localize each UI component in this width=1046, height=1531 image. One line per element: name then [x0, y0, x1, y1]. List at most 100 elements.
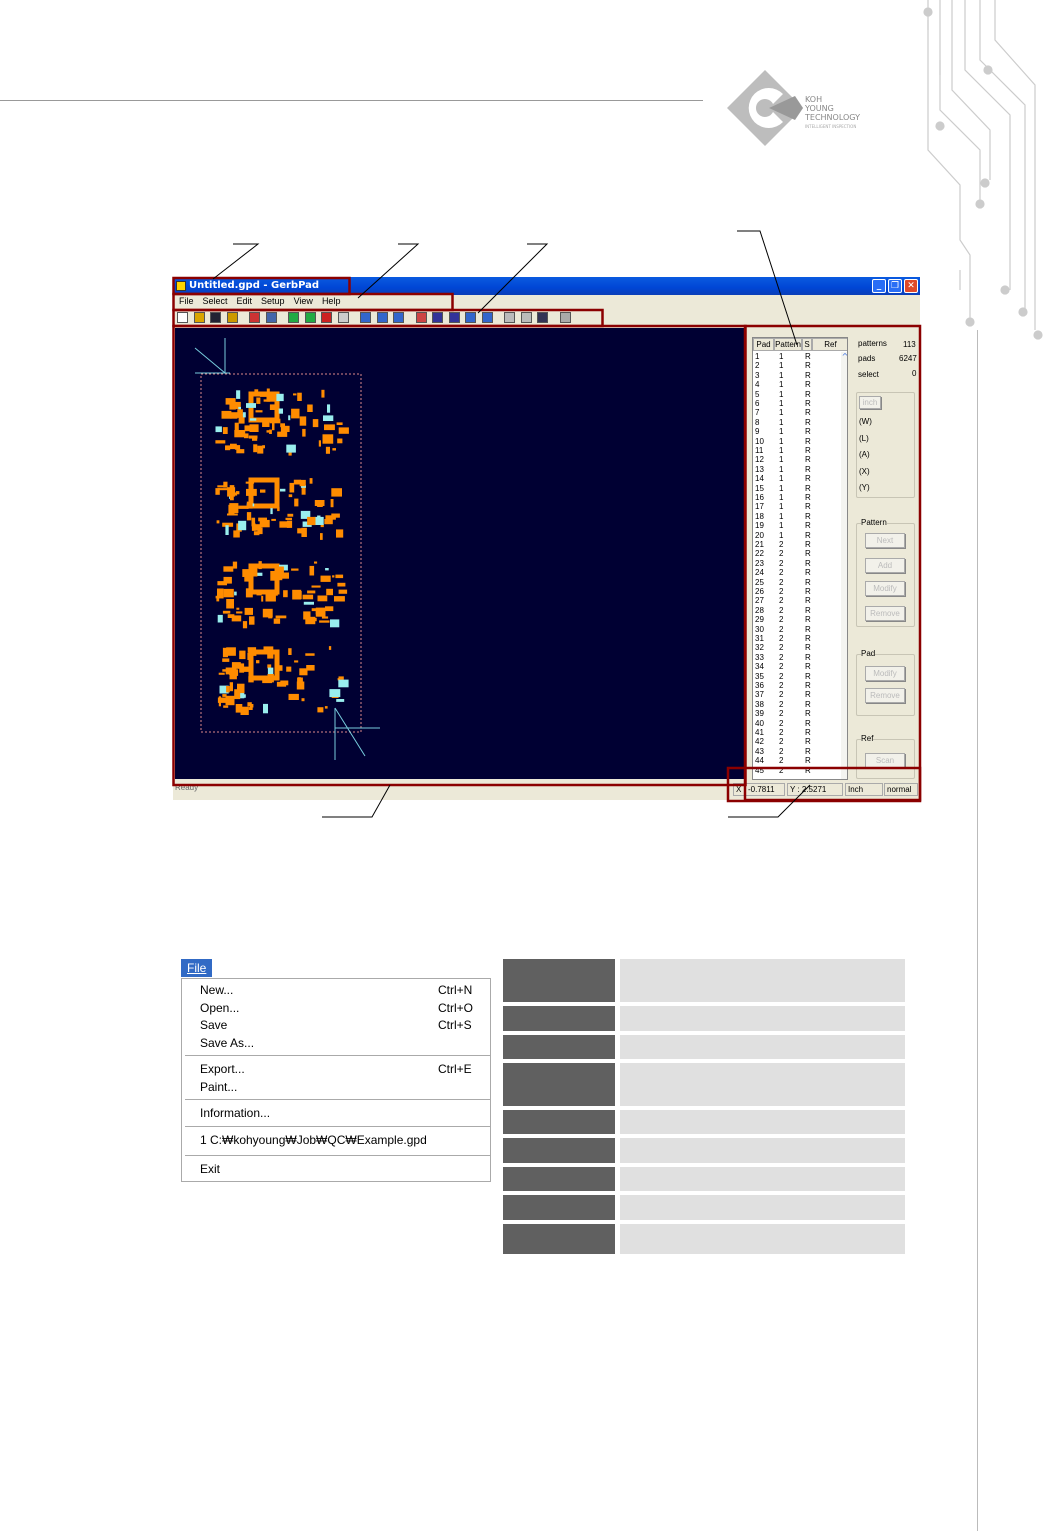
pad-list-row[interactable]: 19 1 R [755, 521, 835, 530]
pad-list-row[interactable]: 31 2 R [755, 634, 835, 643]
pad-list-row[interactable]: 38 2 R [755, 700, 835, 709]
new-icon[interactable] [177, 312, 188, 323]
pad-list-row[interactable]: 17 1 R [755, 502, 835, 511]
pad-list-row[interactable]: 33 2 R [755, 653, 835, 662]
pad-list-row[interactable]: 3 1 R [755, 371, 835, 380]
pad-list-row[interactable]: 43 2 R [755, 747, 835, 756]
restore-button[interactable]: ❐ [888, 279, 902, 293]
pad-list-row[interactable]: 20 1 R [755, 531, 835, 540]
list-scrollbar[interactable]: ^ [841, 352, 848, 779]
pad-list-row[interactable]: 6 1 R [755, 399, 835, 408]
menu-help[interactable]: Help [321, 296, 341, 306]
save-icon[interactable] [210, 312, 221, 323]
line-icon[interactable] [504, 312, 515, 323]
pad-modify-button[interactable]: Modify [865, 666, 905, 681]
pad-list-row[interactable]: 14 1 R [755, 474, 835, 483]
pad-list-row[interactable]: 41 2 R [755, 728, 835, 737]
pad-list-row[interactable]: 16 1 R [755, 493, 835, 502]
pad-list-row[interactable]: 7 1 R [755, 408, 835, 417]
close-button[interactable]: ✕ [904, 279, 918, 293]
pad-list-row[interactable]: 11 1 R [755, 446, 835, 455]
pad-w-icon[interactable] [249, 312, 260, 323]
disabled-icon[interactable] [337, 312, 349, 323]
pattern2-icon[interactable] [448, 312, 460, 323]
pad-list-row[interactable]: 23 2 R [755, 559, 835, 568]
pad-list-row[interactable]: 12 1 R [755, 455, 835, 464]
pad-list-row[interactable]: 15 1 R [755, 484, 835, 493]
pad-list-row[interactable]: 8 1 R [755, 418, 835, 427]
align-h-icon[interactable] [465, 312, 476, 323]
align-v-icon[interactable] [481, 312, 493, 323]
pad-f-icon[interactable] [265, 312, 277, 323]
print-icon[interactable] [226, 312, 238, 323]
pattern-modify-button[interactable]: Modify [865, 581, 905, 596]
pad-list-row[interactable]: 35 2 R [755, 672, 835, 681]
flag-tr-icon[interactable] [304, 312, 316, 323]
zoom-out-icon[interactable] [376, 312, 388, 323]
pad-list-row[interactable]: 45 2 R [755, 766, 835, 775]
flag-f-icon[interactable] [288, 312, 299, 323]
pad-list-row[interactable]: 4 1 R [755, 380, 835, 389]
file-menu-item[interactable]: Exit [200, 1162, 480, 1176]
pad-list-row[interactable]: 32 2 R [755, 643, 835, 652]
pad-list-row[interactable]: 21 2 R [755, 540, 835, 549]
pad-remove-button[interactable]: Remove [865, 688, 905, 703]
pad-list-row[interactable]: 1 1 R [755, 352, 835, 361]
pad-list-row[interactable]: 40 2 R [755, 719, 835, 728]
col-pattern[interactable]: Pattern [774, 338, 802, 351]
file-menu-item[interactable]: Paint... [200, 1080, 480, 1094]
file-menu-item[interactable]: New... Ctrl+N [200, 983, 480, 997]
file-menu-item[interactable]: Open... Ctrl+O [200, 1001, 480, 1015]
pad-list-row[interactable]: 36 2 R [755, 681, 835, 690]
pad-list-row[interactable]: 10 1 R [755, 437, 835, 446]
line2-icon[interactable] [520, 312, 532, 323]
pad-list-row[interactable]: 34 2 R [755, 662, 835, 671]
menu-edit[interactable]: Edit [236, 296, 253, 306]
pad-list-row[interactable]: 5 1 R [755, 390, 835, 399]
menu-setup[interactable]: Setup [261, 296, 285, 306]
col-s[interactable]: S [802, 338, 812, 351]
pad-list-row[interactable]: 39 2 R [755, 709, 835, 718]
pad-list-row[interactable]: 42 2 R [755, 737, 835, 746]
zoom-in-icon[interactable] [360, 312, 371, 323]
col-ref[interactable]: Ref [812, 338, 847, 351]
pad-list-row[interactable]: 24 2 R [755, 568, 835, 577]
pad-list-row[interactable]: 37 2 R [755, 690, 835, 699]
menu-select[interactable]: Select [202, 296, 228, 306]
pad-list-row[interactable]: 2 1 R [755, 361, 835, 370]
pad-list-row[interactable]: 25 2 R [755, 578, 835, 587]
pad-list-row[interactable]: 13 1 R [755, 465, 835, 474]
minimize-button[interactable]: _ [872, 279, 886, 293]
grid-icon[interactable] [537, 312, 548, 323]
file-menu-item[interactable]: Save Ctrl+S [200, 1018, 480, 1032]
pad-list-row[interactable]: 18 1 R [755, 512, 835, 521]
pattern-next-button[interactable]: Next [865, 533, 905, 548]
file-menu-item[interactable]: Save As... [200, 1036, 480, 1050]
pcb-canvas[interactable] [175, 328, 745, 779]
pad-list-row[interactable]: 28 2 R [755, 606, 835, 615]
file-menu-item[interactable]: 1 C:₩kohyoung₩Job₩QC₩Example.gpd [200, 1133, 480, 1147]
pad-list-row[interactable]: 22 2 R [755, 549, 835, 558]
pad-list-row[interactable]: 30 2 R [755, 625, 835, 634]
pattern-remove-button[interactable]: Remove [865, 606, 905, 621]
view-icon[interactable] [415, 312, 427, 323]
open-icon[interactable] [193, 312, 205, 323]
pattern-add-button[interactable]: Add [865, 558, 905, 573]
ref-scan-button[interactable]: Scan [865, 753, 905, 768]
scroll-up-icon[interactable]: ^ [841, 352, 848, 361]
file-menu-item[interactable]: Export... Ctrl+E [200, 1062, 480, 1076]
pad-list-row[interactable]: 29 2 R [755, 615, 835, 624]
col-pad[interactable]: Pad [753, 338, 774, 351]
zoom-fit-icon[interactable] [393, 312, 404, 323]
pad-list-row[interactable]: 44 2 R [755, 756, 835, 765]
pattern-icon[interactable] [432, 312, 443, 323]
pad-list-row[interactable]: 27 2 R [755, 596, 835, 605]
file-menu-item[interactable]: Information... [200, 1106, 480, 1120]
file-menu-tab[interactable]: File [181, 959, 212, 977]
menu-view[interactable]: View [293, 296, 313, 306]
pad-list-row[interactable]: 26 2 R [755, 587, 835, 596]
flag-pad-icon[interactable] [321, 312, 332, 323]
unit-button[interactable]: inch [859, 396, 881, 409]
disabled2-icon[interactable] [559, 312, 571, 323]
